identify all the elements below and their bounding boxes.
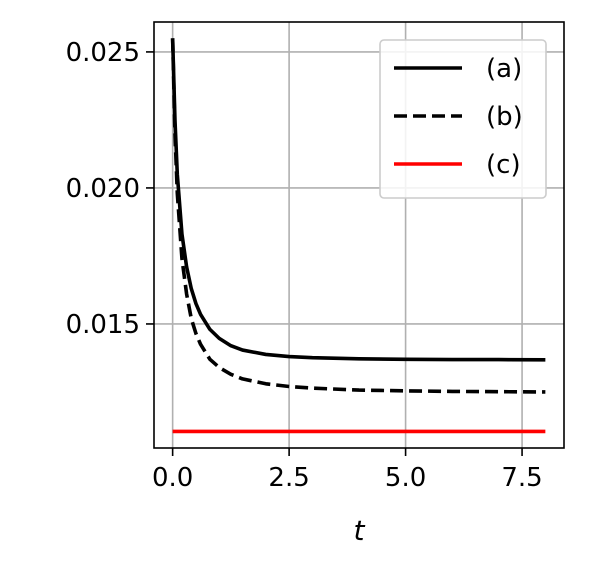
x-tick-label: 5.0 [385, 463, 426, 493]
legend-entry-label: (b) [486, 102, 523, 132]
legend-box [379, 39, 547, 199]
x-tick-label: 7.5 [501, 463, 542, 493]
x-tick-label: 2.5 [268, 463, 309, 493]
x-axis-label: t [354, 514, 366, 547]
y-tick-label: 0.015 [66, 310, 140, 340]
series-line-a [170, 38, 546, 362]
y-tick-label: 0.025 [66, 38, 140, 68]
series-layer [170, 38, 546, 434]
plot-frame [153, 21, 565, 449]
axis-ticks: 0.0 2.5 5.0 7.5 0.015 0.020 0.025 [66, 38, 543, 493]
legend: (a) (b) (c) [379, 39, 547, 199]
legend-entry-label: (c) [486, 150, 521, 180]
y-tick-label: 0.020 [66, 174, 140, 204]
series-line-b [170, 38, 546, 394]
x-tick-label: 0.0 [152, 463, 193, 493]
legend-entry-label: (a) [486, 54, 522, 84]
